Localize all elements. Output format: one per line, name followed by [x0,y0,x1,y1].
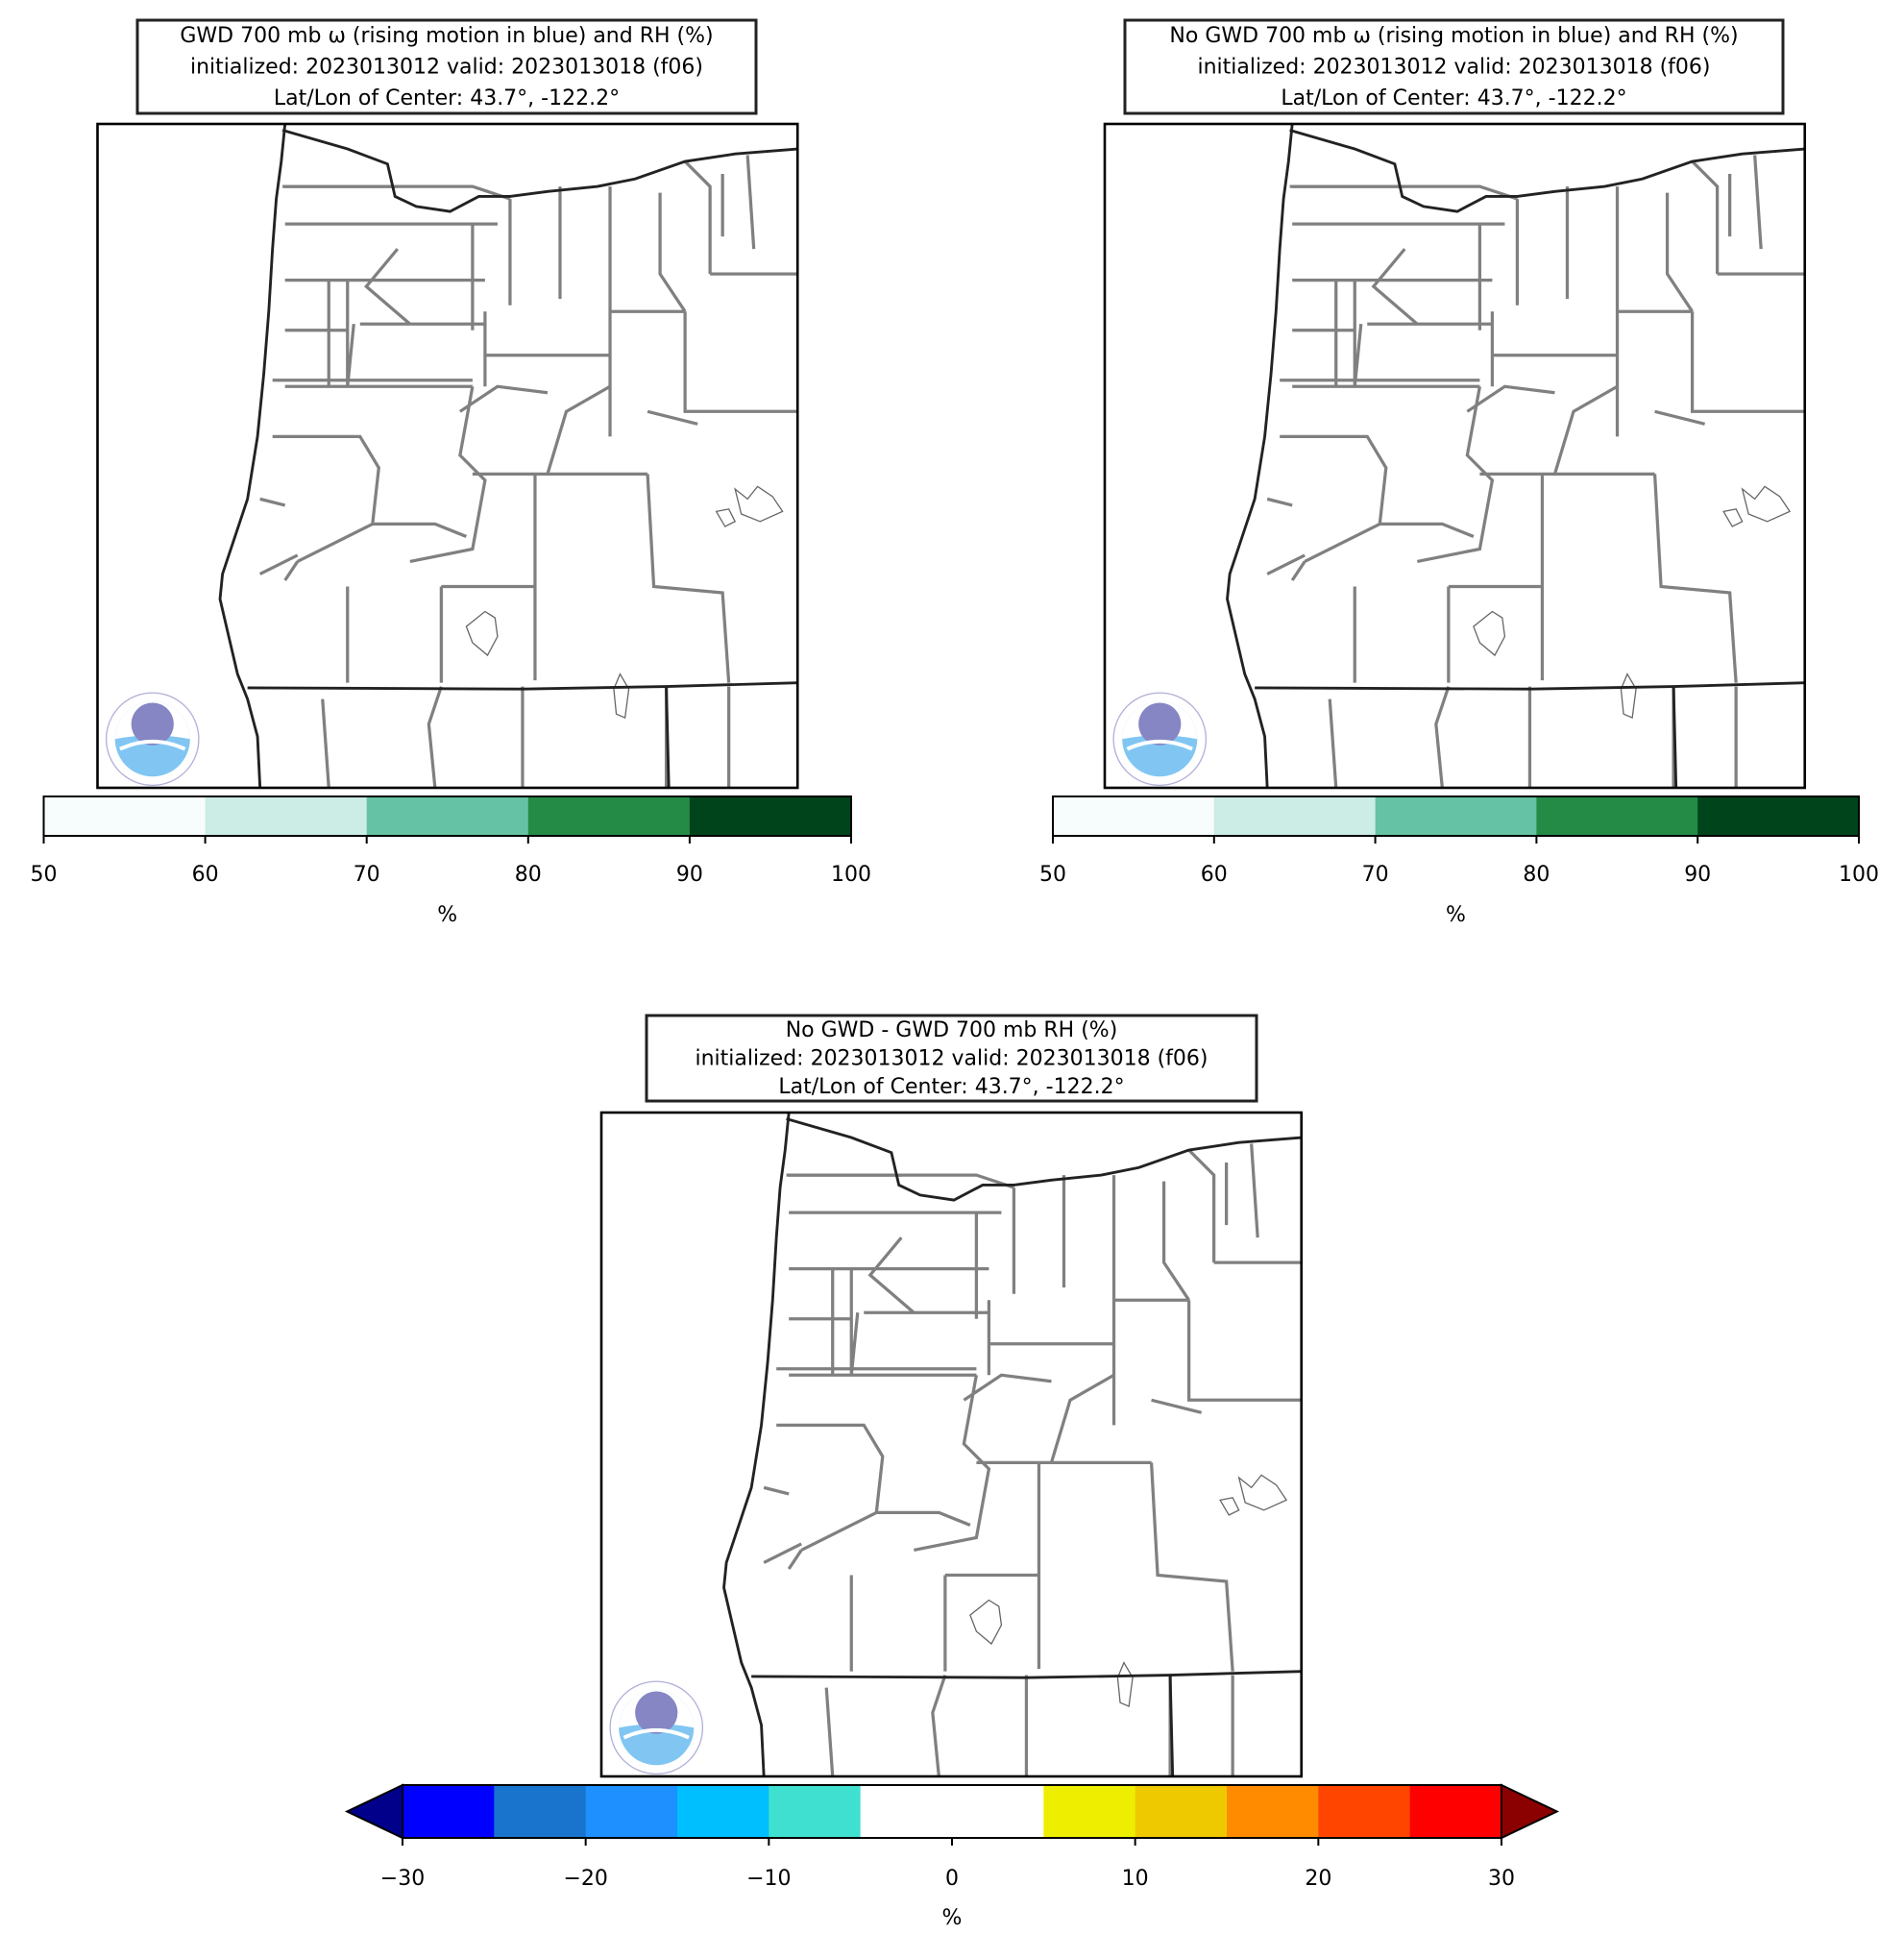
colorbar-segment [1697,796,1860,836]
title-line: initialized: 2023013012 valid: 202301301… [696,1047,1208,1071]
title-box [645,1014,1258,1103]
colorbar-segment [494,1785,587,1838]
colorbar-segment [1213,796,1377,836]
title-line: initialized: 2023013012 valid: 202301301… [190,56,703,80]
title-box [135,18,758,115]
colorbar-segment [689,796,852,836]
colorbar-segment [205,796,368,836]
colorbar-segment [366,796,529,836]
colorbar-label: % [942,1906,963,1930]
colorbar-segment [585,1785,678,1838]
colorbar-segment [43,796,207,836]
tick-label: 60 [192,863,219,887]
tick-label: 30 [1488,1867,1515,1891]
colorbar-segment [1318,1785,1411,1838]
title-line: No GWD - GWD 700 mb RH (%) [786,1018,1118,1042]
colorbar-segment [1043,1785,1136,1838]
tick-label: 70 [354,863,380,887]
colorbar-segment [769,1785,862,1838]
tick-label: −10 [746,1867,791,1891]
colorbar-segment [1227,1785,1319,1838]
tick-label: 50 [31,863,58,887]
tick-label: 100 [1839,863,1879,887]
map [1103,122,1807,790]
colorbar-segment [527,796,691,836]
title-box [1123,18,1785,115]
colorbar-segment [403,1785,495,1838]
colorbar-segment [1135,1785,1228,1838]
title-line: Lat/Lon of Center: 43.7°, -122.2° [1281,86,1626,110]
colorbar-segment [1409,1785,1502,1838]
colorbar-frame [1052,795,1860,837]
colorbar-segment [1375,796,1537,836]
tick-label: 60 [1201,863,1228,887]
colorbar-segment [677,1785,769,1838]
tick-label: 10 [1122,1867,1149,1891]
tick-label: 20 [1305,1867,1331,1891]
title-line: initialized: 2023013012 valid: 202301301… [1198,56,1711,80]
tick-label: −30 [380,1867,425,1891]
title-line: GWD 700 mb ω (rising motion in blue) and… [180,24,713,48]
tick-label: −20 [563,1867,607,1891]
extend-arrow [1501,1783,1560,1840]
map [95,122,800,790]
title-line: No GWD 700 mb ω (rising motion in blue) … [1169,24,1738,48]
colorbar-label: % [1446,903,1466,927]
tick-label: 80 [1523,863,1550,887]
tick-label: 100 [831,863,871,887]
tick-label: 80 [515,863,542,887]
title-line: Lat/Lon of Center: 43.7°, -122.2° [274,86,620,110]
tick-label: 0 [945,1867,959,1891]
colorbar-label: % [437,903,457,927]
tick-label: 50 [1039,863,1066,887]
title-line: Lat/Lon of Center: 43.7°, -122.2° [778,1075,1124,1099]
extend-arrow [344,1783,403,1840]
colorbar-segment [860,1785,1044,1838]
tick-label: 90 [1684,863,1711,887]
tick-label: 70 [1362,863,1389,887]
tick-label: 90 [676,863,703,887]
colorbar-segment [1536,796,1698,836]
map [599,1111,1304,1778]
colorbar-frame [42,795,852,837]
colorbar-segment [1053,796,1215,836]
